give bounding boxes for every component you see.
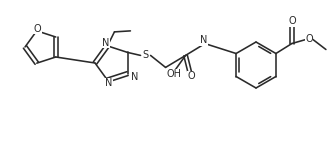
Text: OH: OH bbox=[166, 69, 181, 79]
Text: O: O bbox=[288, 17, 296, 27]
Text: S: S bbox=[143, 50, 149, 60]
Text: N: N bbox=[102, 38, 109, 48]
Text: N: N bbox=[131, 72, 138, 82]
Text: O: O bbox=[305, 35, 313, 45]
Text: N: N bbox=[200, 35, 207, 45]
Text: O: O bbox=[188, 71, 195, 81]
Text: N: N bbox=[105, 78, 112, 88]
Text: O: O bbox=[34, 24, 42, 34]
